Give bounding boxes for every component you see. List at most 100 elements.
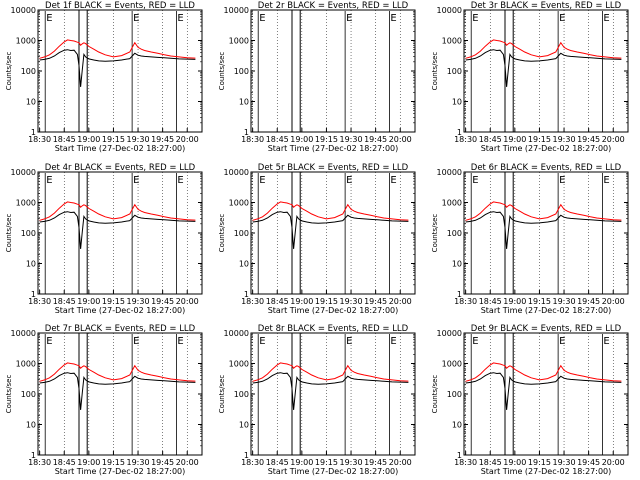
y-tick-label: 100 [21, 67, 36, 76]
x-tick-label: 19:45 [364, 297, 387, 306]
x-tick-label: 19:30 [127, 297, 150, 306]
panel-title: Det 5r BLACK = Events, RED = LLD [258, 163, 409, 173]
x-tick-label: 18:30 [28, 458, 51, 467]
x-tick-label: 18:45 [266, 458, 289, 467]
y-tick-label: 10000 [224, 329, 249, 338]
event-marker: E [472, 175, 478, 186]
y-axis-label: Counts/sec [218, 52, 226, 91]
x-axis-label: Start Time (27-Dec-02 18:27:00) [268, 467, 399, 476]
x-tick-label: 18:30 [28, 135, 51, 144]
x-tick-label: 18:30 [454, 297, 477, 306]
x-tick-label: 19:00 [503, 458, 526, 467]
y-tick-label: 1000 [16, 199, 36, 208]
panel-title: Det 8r BLACK = Events, RED = LLD [258, 324, 409, 334]
x-tick-label: 20:00 [176, 297, 199, 306]
event-marker: E [177, 336, 183, 347]
event-marker: E [472, 13, 478, 24]
x-tick-label: 19:30 [553, 297, 576, 306]
y-axis-label: Counts/sec [431, 375, 439, 414]
x-tick-label: 20:00 [602, 297, 625, 306]
x-tick-label: 18:45 [266, 297, 289, 306]
y-tick-label: 10000 [224, 6, 249, 15]
event-marker: E [559, 336, 565, 347]
panel-det-6: Det 6r BLACK = Events, RED = LLD E E E 1 10 10… [431, 163, 629, 315]
event-marker: E [177, 13, 183, 24]
x-axis-label: Start Time (27-Dec-02 18:27:00) [268, 306, 399, 315]
x-tick-label: 20:00 [602, 458, 625, 467]
x-tick-label: 19:45 [364, 135, 387, 144]
y-tick-label: 1 [31, 451, 36, 460]
x-tick-label: 19:30 [340, 297, 363, 306]
x-axis-label: Start Time (27-Dec-02 18:27:00) [268, 144, 399, 153]
panel-det-1: Det 1f BLACK = Events, RED = LLD E E E 1 10 10… [5, 1, 203, 153]
y-tick-label: 10 [26, 98, 36, 107]
x-tick-label: 18:45 [479, 297, 502, 306]
x-tick-label: 18:30 [28, 297, 51, 306]
panel-title: Det 6r BLACK = Events, RED = LLD [471, 163, 622, 173]
x-axis-label: Start Time (27-Dec-02 18:27:00) [481, 306, 612, 315]
events-series-line [39, 49, 196, 87]
x-tick-label: 19:15 [528, 135, 551, 144]
event-marker: E [390, 175, 396, 186]
y-tick-label: 1000 [16, 37, 36, 46]
panel-frame [37, 332, 203, 456]
y-tick-label: 1 [457, 451, 462, 460]
y-tick-label: 10 [239, 260, 249, 269]
y-tick-label: 1 [244, 128, 249, 137]
x-tick-label: 19:30 [127, 135, 150, 144]
x-axis-label: Start Time (27-Dec-02 18:27:00) [55, 467, 186, 476]
x-tick-label: 19:45 [577, 135, 600, 144]
lld-series-line [39, 39, 196, 59]
y-tick-label: 1000 [442, 37, 462, 46]
panel-title: Det 3r BLACK = Events, RED = LLD [471, 1, 622, 11]
panel-title: Det 9r BLACK = Events, RED = LLD [471, 324, 622, 334]
y-tick-label: 10 [26, 260, 36, 269]
event-marker: E [390, 336, 396, 347]
y-tick-label: 1 [31, 128, 36, 137]
y-tick-label: 1000 [229, 199, 249, 208]
lld-series-line [465, 39, 622, 59]
x-tick-label: 20:00 [389, 297, 412, 306]
x-tick-label: 19:30 [127, 458, 150, 467]
panel-title: Det 1f BLACK = Events, RED = LLD [45, 1, 195, 11]
event-marker: E [346, 175, 352, 186]
event-marker: E [346, 336, 352, 347]
events-series-line [465, 49, 622, 87]
y-axis-label: Counts/sec [5, 375, 13, 414]
event-marker: E [133, 336, 139, 347]
lld-series-line [39, 201, 196, 221]
events-series-line [39, 372, 196, 410]
y-tick-label: 10000 [11, 6, 36, 15]
panel-frame [463, 9, 629, 133]
x-tick-label: 18:45 [479, 458, 502, 467]
y-tick-label: 10000 [224, 168, 249, 177]
x-axis-label: Start Time (27-Dec-02 18:27:00) [481, 144, 612, 153]
x-tick-label: 19:15 [315, 458, 338, 467]
event-marker: E [46, 336, 52, 347]
lld-series-line [252, 201, 409, 221]
event-marker: E [559, 175, 565, 186]
event-marker: E [603, 13, 609, 24]
y-tick-label: 1000 [229, 360, 249, 369]
x-tick-label: 19:00 [290, 458, 313, 467]
y-tick-label: 10000 [11, 168, 36, 177]
y-tick-label: 100 [447, 67, 462, 76]
y-tick-label: 100 [21, 390, 36, 399]
x-tick-label: 19:15 [102, 297, 125, 306]
x-tick-label: 19:15 [528, 458, 551, 467]
x-tick-label: 19:45 [151, 458, 174, 467]
panel-frame [250, 9, 416, 133]
panel-det-5: Det 5r BLACK = Events, RED = LLD E E E 1 10 10… [218, 163, 416, 315]
y-tick-label: 100 [234, 67, 249, 76]
y-tick-label: 1000 [16, 360, 36, 369]
y-tick-label: 10 [452, 98, 462, 107]
panel-det-3: Det 3r BLACK = Events, RED = LLD E E E 1 10 10… [431, 1, 629, 153]
y-tick-label: 1 [457, 128, 462, 137]
y-tick-label: 100 [234, 229, 249, 238]
y-tick-label: 1000 [442, 199, 462, 208]
x-axis-label: Start Time (27-Dec-02 18:27:00) [55, 306, 186, 315]
y-axis-label: Counts/sec [431, 214, 439, 253]
x-tick-label: 19:30 [553, 458, 576, 467]
panel-det-8: Det 8r BLACK = Events, RED = LLD E E E 1 10 10… [218, 324, 416, 476]
